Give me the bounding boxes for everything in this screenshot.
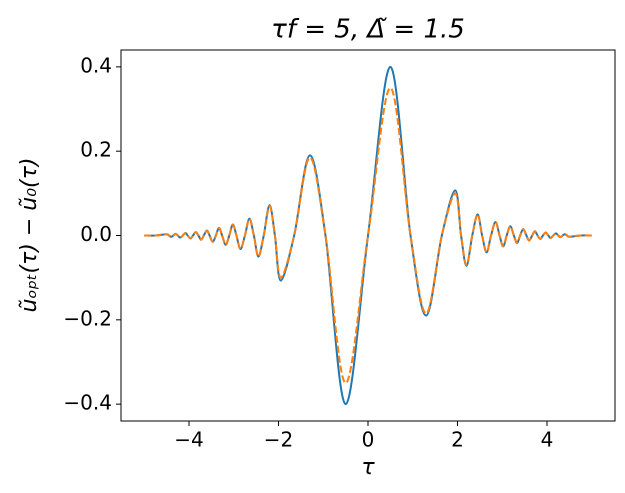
x-tick-label: 4 (541, 428, 554, 452)
x-tick-label: 2 (451, 428, 464, 452)
chart-title: τf = 5, Δ̃ = 1.5 (271, 15, 465, 45)
x-axis-label: τ (361, 455, 375, 480)
x-tick-label: −4 (174, 428, 203, 452)
y-tick-label: 0.0 (80, 222, 112, 246)
y-tick-label: −0.4 (63, 391, 112, 415)
line-series (144, 65, 592, 406)
y-tick-label: 0.4 (80, 53, 112, 77)
y-axis-label: ũₒₚₜ(τ) − ũ₀(τ) (17, 158, 42, 313)
line-series (144, 86, 592, 385)
y-tick-label: 0.2 (80, 138, 112, 162)
plot-frame (120, 49, 616, 422)
x-tick-label: 0 (362, 428, 375, 452)
x-tick-label: −2 (264, 428, 293, 452)
y-tick-label: −0.2 (63, 306, 112, 330)
